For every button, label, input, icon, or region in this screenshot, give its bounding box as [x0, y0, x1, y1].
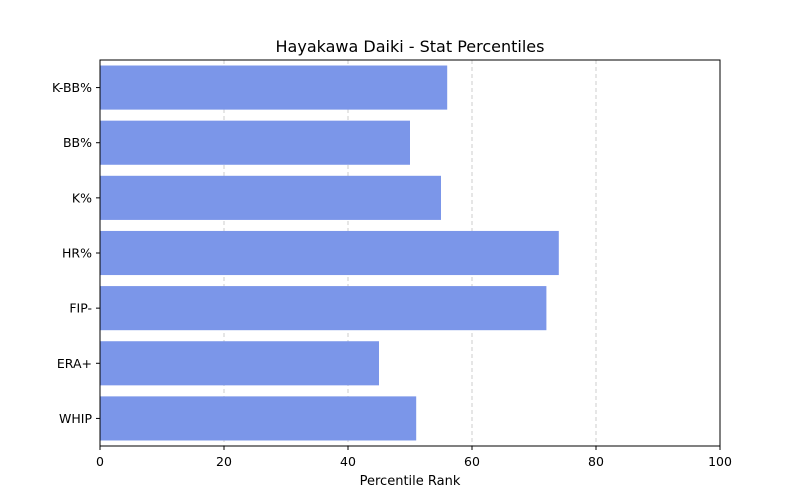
- y-tick-label: K%: [72, 190, 92, 205]
- y-tick-label: WHIP: [59, 411, 92, 426]
- x-tick-label: 20: [216, 454, 232, 469]
- x-axis-label: Percentile Rank: [360, 474, 461, 489]
- y-tick-label: HR%: [62, 246, 92, 261]
- bar: [100, 120, 410, 165]
- x-tick-label: 80: [588, 454, 604, 469]
- bar: [100, 286, 547, 331]
- x-tick-label: 0: [96, 454, 104, 469]
- y-axis: K-BB% BB% K% HR% FIP- ERA+ WHIP: [52, 80, 100, 426]
- chart-title: Hayakawa Daiki - Stat Percentiles: [276, 37, 545, 56]
- x-tick-label: 100: [708, 454, 732, 469]
- bar: [100, 396, 417, 441]
- y-tick-label: BB%: [63, 135, 92, 150]
- bar: [100, 230, 559, 276]
- x-tick-label: 60: [464, 454, 480, 469]
- bar: [100, 65, 448, 110]
- bar: [100, 341, 379, 386]
- bars: [100, 65, 559, 441]
- y-tick-label: ERA+: [57, 356, 92, 371]
- bar: [100, 175, 441, 220]
- x-tick-label: 40: [340, 454, 356, 469]
- y-tick-label: K-BB%: [52, 80, 92, 95]
- y-tick-label: FIP-: [69, 301, 92, 316]
- x-axis: 0 20 40 60 80 100: [96, 446, 732, 469]
